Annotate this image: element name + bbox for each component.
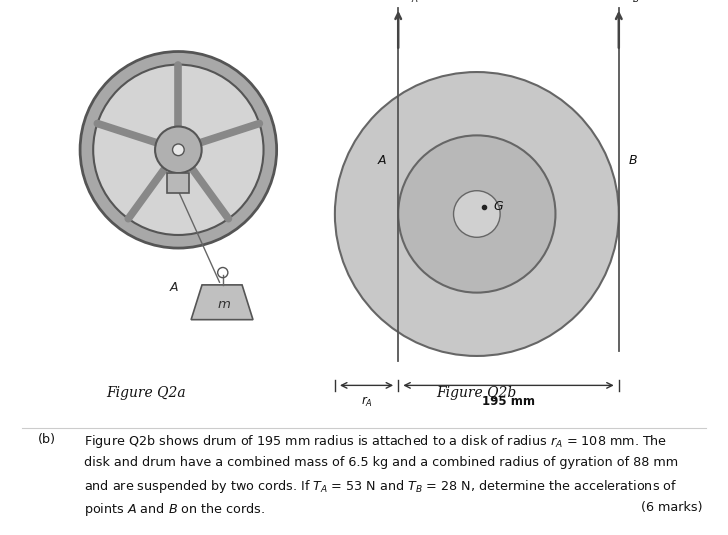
Ellipse shape xyxy=(93,65,264,235)
Ellipse shape xyxy=(398,135,555,293)
Text: $A$: $A$ xyxy=(170,281,180,294)
Ellipse shape xyxy=(80,51,277,248)
Text: $r_A$: $r_A$ xyxy=(360,395,373,409)
Text: Figure Q2b shows drum of 195 mm radius is attached to a disk of radius $r_A$ = 1: Figure Q2b shows drum of 195 mm radius i… xyxy=(84,433,667,450)
Ellipse shape xyxy=(173,144,184,156)
Text: $A$: $A$ xyxy=(377,154,387,167)
Ellipse shape xyxy=(155,126,202,173)
Polygon shape xyxy=(191,285,253,320)
Text: $T_A$: $T_A$ xyxy=(404,0,419,5)
Ellipse shape xyxy=(454,190,500,238)
Ellipse shape xyxy=(335,72,619,356)
Text: points $A$ and $B$ on the cords.: points $A$ and $B$ on the cords. xyxy=(84,501,265,518)
Text: $G$: $G$ xyxy=(493,200,504,213)
Text: $B$: $B$ xyxy=(628,154,637,167)
Text: Figure Q2a: Figure Q2a xyxy=(106,386,186,400)
Text: disk and drum have a combined mass of 6.5 kg and a combined radius of gyration o: disk and drum have a combined mass of 6.… xyxy=(84,456,678,469)
Text: (6 marks): (6 marks) xyxy=(641,501,703,514)
Text: m: m xyxy=(217,299,230,311)
Bar xyxy=(167,173,189,194)
Text: (b): (b) xyxy=(38,433,56,446)
Text: $T_B$: $T_B$ xyxy=(625,0,640,5)
Text: and are suspended by two cords. If $T_A$ = 53 N and $T_B$ = 28 N, determine the : and are suspended by two cords. If $T_A$… xyxy=(84,478,677,495)
Text: 195 mm: 195 mm xyxy=(482,395,535,408)
Text: Figure Q2b: Figure Q2b xyxy=(437,386,517,400)
